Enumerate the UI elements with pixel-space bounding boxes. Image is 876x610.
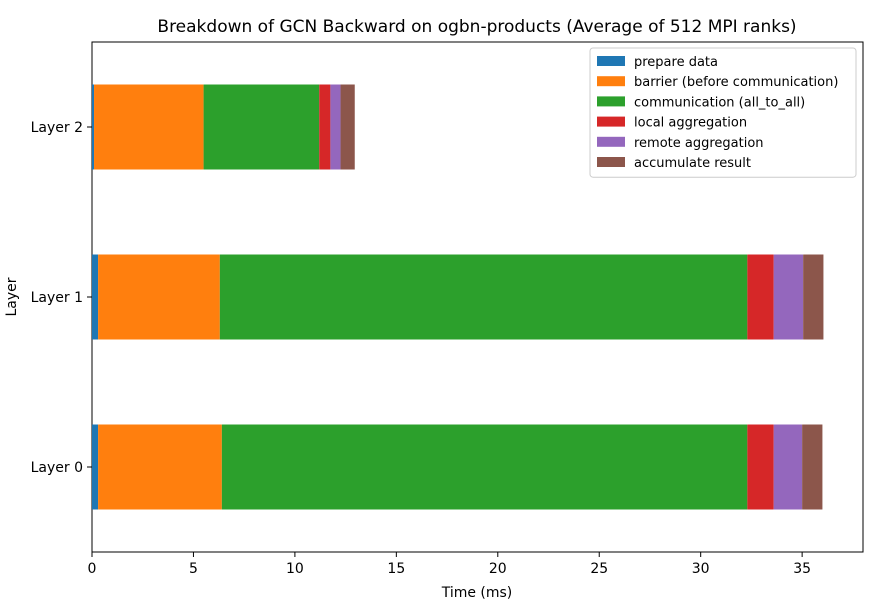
- bar-layer-0-series-3: [747, 424, 774, 510]
- bars-group: [92, 84, 824, 510]
- chart-title: Breakdown of GCN Backward on ogbn-produc…: [157, 17, 796, 37]
- x-tick-label: 10: [286, 561, 304, 577]
- legend-label: prepare data: [634, 55, 718, 70]
- x-tick-label: 20: [489, 561, 507, 577]
- bar-layer-2-series-5: [340, 84, 355, 170]
- bar-layer-1-series-5: [803, 254, 824, 340]
- bar-layer-0-series-2: [221, 424, 748, 510]
- legend-swatch: [597, 96, 625, 107]
- y-tick-label: Layer 2: [31, 120, 83, 136]
- bar-layer-1-series-3: [747, 254, 774, 340]
- x-tick-label: 25: [590, 561, 608, 577]
- legend-swatch: [597, 157, 625, 167]
- bar-layer-2-series-3: [319, 84, 331, 170]
- bar-layer-0-series-4: [773, 424, 803, 510]
- legend-label: local aggregation: [634, 116, 747, 131]
- legend: prepare data barrier (before communicatio…: [589, 47, 857, 178]
- bar-layer-2-series-2: [203, 84, 320, 170]
- bar-layer-1-series-4: [773, 254, 804, 340]
- bar-layer-2-series-4: [330, 84, 341, 170]
- x-tick-label: 30: [692, 561, 710, 577]
- y-axis-ticks: Layer 0 Layer 1 Layer 2: [31, 120, 92, 476]
- bar-layer-1-series-1: [98, 254, 220, 340]
- legend-box: [589, 47, 857, 178]
- legend-label: accumulate result: [634, 156, 751, 171]
- bar-layer-2-series-0: [92, 84, 95, 170]
- legend-swatch: [597, 76, 625, 87]
- bar-layer-1-series-2: [219, 254, 748, 340]
- bar-layer-0-series-1: [98, 424, 222, 510]
- x-axis-label: Time (ms): [441, 585, 513, 601]
- x-tick-label: 15: [387, 561, 405, 577]
- x-tick-label: 35: [793, 561, 811, 577]
- x-axis-ticks: 0 5 10 15 20 25 30 35: [88, 552, 811, 577]
- legend-label: communication (all_to_all): [634, 95, 805, 110]
- x-tick-label: 0: [88, 561, 97, 577]
- y-tick-label: Layer 0: [31, 460, 83, 476]
- x-tick-label: 5: [189, 561, 198, 577]
- y-axis-label: Layer: [4, 277, 20, 316]
- legend-swatch: [597, 116, 625, 127]
- y-tick-label: Layer 1: [31, 290, 83, 306]
- legend-swatch: [597, 56, 625, 66]
- bar-layer-0-series-0: [92, 424, 99, 510]
- legend-swatch: [597, 136, 625, 147]
- bar-layer-1-series-0: [92, 254, 99, 340]
- bar-layer-2-series-1: [94, 84, 204, 170]
- bar-layer-0-series-5: [802, 424, 823, 510]
- legend-label: barrier (before communication): [634, 75, 838, 90]
- legend-label: remote aggregation: [634, 136, 764, 151]
